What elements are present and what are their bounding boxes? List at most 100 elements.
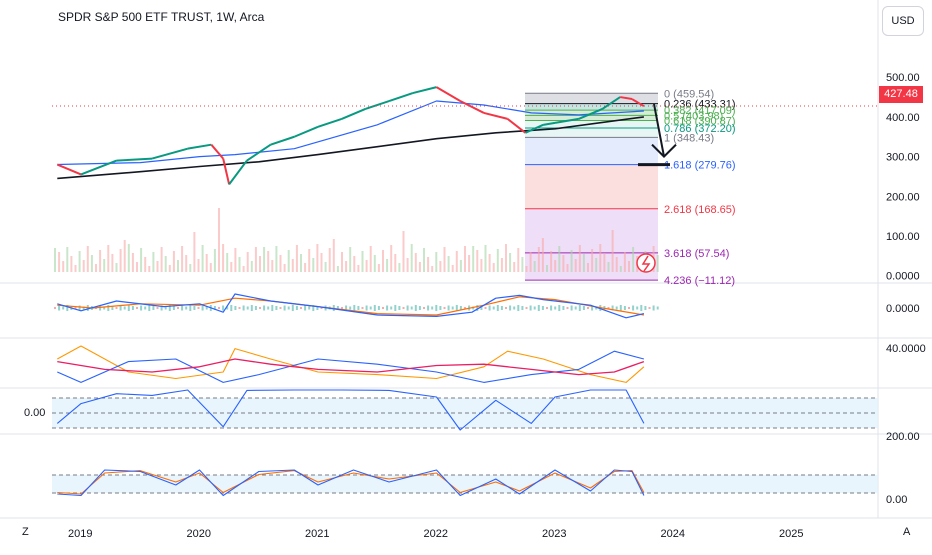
price-candle-segment	[56, 163, 82, 176]
volume-bar	[283, 264, 286, 272]
macd-histogram-bar	[78, 305, 81, 311]
volume-bar	[316, 244, 319, 272]
volume-bar	[525, 266, 528, 272]
volume-bar	[295, 245, 298, 272]
volume-bar	[619, 266, 622, 272]
volume-bar	[373, 255, 376, 272]
auto-scale-z-button[interactable]: Z	[22, 526, 29, 538]
volume-bar	[574, 259, 577, 272]
macd-histogram-bar	[246, 306, 249, 310]
time-tick-label: 2024	[661, 528, 685, 540]
fib-zone	[525, 93, 658, 104]
price-candle-segment	[293, 125, 319, 138]
macd-histogram-bar	[517, 305, 520, 311]
macd-line	[57, 293, 645, 319]
price-candle-segment	[151, 147, 188, 160]
macd-histogram-bar	[402, 307, 405, 309]
macd-histogram-bar	[123, 306, 126, 310]
macd-histogram-bar	[435, 305, 438, 311]
time-tick-label: 2020	[187, 528, 211, 540]
macd-histogram-bar	[181, 305, 184, 311]
volume-bar	[201, 245, 204, 272]
volume-bar	[587, 263, 589, 272]
volume-bar	[291, 259, 294, 272]
volume-bar	[324, 262, 327, 272]
macd-histogram-bar	[423, 307, 425, 309]
fib-level-label: 0.5 (403.98)	[664, 110, 723, 122]
volume-bar	[558, 246, 561, 272]
fib-level-label: 0.382 (417.09)	[664, 105, 736, 117]
macd-histogram-bar	[267, 306, 270, 310]
volume-bar	[70, 256, 73, 272]
price-candle-segment	[524, 123, 544, 134]
volume-bar	[328, 248, 331, 272]
macd-histogram-bar	[480, 306, 483, 310]
price-candle-segment	[228, 159, 248, 185]
moving-average-slow-line	[57, 116, 645, 180]
volume-bar	[484, 245, 487, 272]
macd-histogram-bar	[66, 305, 69, 311]
macd-histogram-bar	[492, 306, 495, 310]
macd-histogram-bar	[74, 307, 77, 309]
price-candle-segment	[270, 135, 295, 146]
macd-histogram-bar	[636, 306, 639, 310]
price-candle-segment	[506, 118, 526, 134]
volume-bar	[320, 253, 323, 272]
macd-histogram-bar	[558, 305, 561, 311]
macd-histogram-bar	[587, 307, 589, 309]
macd-histogram-bar	[513, 306, 516, 310]
macd-histogram-bar	[308, 306, 311, 310]
volume-bar	[488, 254, 491, 272]
lightning-icon	[636, 253, 656, 273]
macd-histogram-bar	[131, 306, 134, 310]
volume-bar	[361, 251, 364, 272]
volume-bar	[95, 264, 97, 272]
volume-bar	[74, 265, 77, 272]
macd-histogram-bar	[226, 306, 229, 310]
macd-histogram-bar	[582, 306, 585, 310]
volume-bar	[390, 245, 393, 272]
fib-level-label: 1 (348.43)	[664, 132, 714, 144]
volume-bar	[500, 258, 503, 272]
macd-histogram-bar	[496, 305, 499, 311]
volume-bar	[578, 245, 581, 272]
volume-bar	[533, 261, 536, 272]
lightning-glyph	[641, 255, 651, 272]
volume-bar	[197, 259, 200, 272]
macd-histogram-bar	[386, 305, 389, 311]
dmi-orange-line	[57, 345, 645, 383]
volume-bar	[336, 266, 339, 272]
macd-histogram-bar	[554, 306, 557, 310]
last-price-tag: 427.48	[879, 86, 923, 103]
volume-bar	[607, 262, 610, 272]
volume-bar	[435, 252, 438, 272]
volume-bar	[230, 262, 233, 272]
price-candle-segment	[554, 117, 579, 124]
auto-scale-a-button[interactable]: A	[903, 526, 911, 538]
macd-histogram-bar	[279, 307, 282, 309]
macd-histogram-bar	[550, 305, 553, 311]
volume-bar	[246, 252, 249, 272]
fib-zone	[525, 208, 658, 253]
rsi-level-label: 0.00	[24, 407, 46, 419]
volume-bar	[279, 255, 282, 272]
volume-bar	[131, 253, 134, 272]
currency-button[interactable]: USD	[882, 6, 924, 36]
volume-bar	[222, 244, 225, 272]
fib-level-label: 1.618 (279.76)	[664, 160, 736, 172]
stoch-band	[52, 475, 878, 493]
macd-histogram-bar	[533, 306, 536, 310]
macd-signal-line	[57, 296, 644, 316]
volume-bar	[205, 254, 208, 272]
volume-bar	[123, 240, 126, 272]
macd-histogram-bar	[99, 305, 102, 311]
macd-histogram-bar	[218, 307, 220, 309]
dmi-blue-line	[57, 350, 645, 383]
macd-histogram-bar	[521, 306, 524, 310]
volume-bar	[410, 244, 413, 272]
macd-histogram-bar	[287, 306, 290, 310]
time-tick-label: 2021	[305, 528, 329, 540]
macd-histogram-bar	[615, 306, 618, 310]
macd-histogram-bar	[632, 305, 635, 311]
macd-histogram-bar	[275, 306, 278, 310]
